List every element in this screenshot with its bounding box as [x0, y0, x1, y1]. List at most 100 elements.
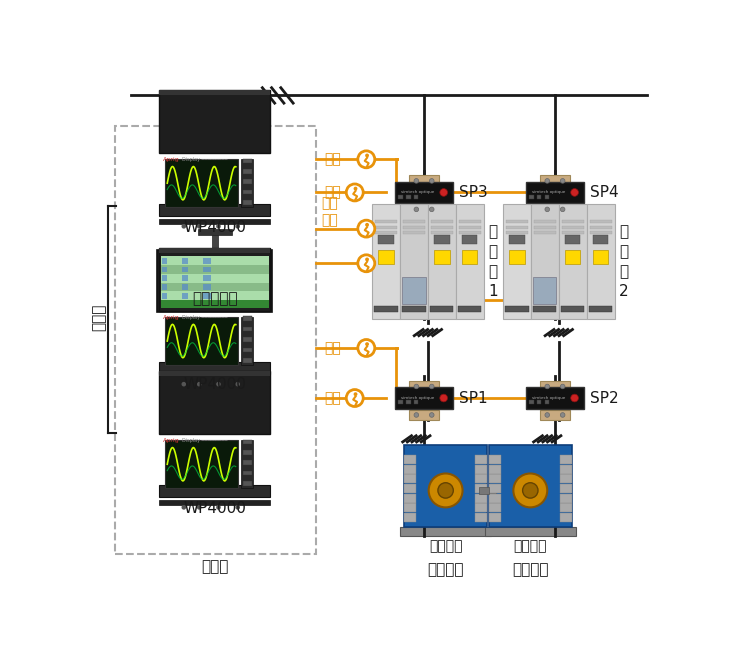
- Bar: [590, 231, 612, 234]
- Circle shape: [429, 179, 434, 183]
- Bar: [375, 220, 397, 223]
- Bar: [534, 220, 555, 223]
- Circle shape: [197, 224, 201, 229]
- Bar: [159, 90, 270, 95]
- Text: 进线: 进线: [165, 89, 187, 107]
- Bar: [372, 204, 400, 320]
- Bar: [160, 274, 268, 283]
- Bar: [404, 513, 416, 522]
- Text: 陪试电机: 陪试电机: [512, 562, 548, 577]
- Bar: [404, 484, 416, 493]
- Bar: [537, 400, 542, 404]
- Bar: [475, 484, 487, 493]
- Bar: [410, 175, 439, 186]
- Bar: [488, 504, 501, 512]
- Bar: [562, 226, 584, 229]
- Circle shape: [235, 224, 240, 229]
- Bar: [243, 450, 252, 455]
- Circle shape: [197, 382, 201, 387]
- Bar: [400, 204, 428, 320]
- Text: SP4: SP4: [590, 185, 619, 200]
- Bar: [406, 400, 410, 404]
- Text: WP4000: WP4000: [183, 501, 246, 515]
- Bar: [243, 190, 252, 194]
- Bar: [159, 204, 270, 216]
- Text: SP1: SP1: [459, 390, 488, 405]
- Bar: [480, 487, 488, 494]
- Bar: [590, 220, 612, 223]
- Bar: [458, 305, 481, 312]
- Circle shape: [561, 179, 565, 183]
- Bar: [533, 305, 556, 312]
- Bar: [510, 250, 525, 264]
- Text: 光纤: 光纤: [324, 152, 341, 166]
- Circle shape: [354, 392, 357, 396]
- Circle shape: [354, 186, 357, 190]
- Bar: [533, 277, 556, 304]
- Bar: [243, 337, 252, 342]
- Circle shape: [438, 483, 453, 498]
- Text: 局域网: 局域网: [92, 303, 106, 331]
- Bar: [526, 387, 584, 409]
- Bar: [241, 440, 254, 488]
- Text: 操作计算机: 操作计算机: [192, 291, 238, 306]
- Bar: [545, 400, 549, 404]
- Bar: [456, 204, 484, 320]
- Bar: [404, 465, 416, 473]
- Bar: [241, 317, 254, 365]
- Bar: [459, 220, 480, 223]
- Bar: [403, 231, 425, 234]
- Bar: [590, 226, 612, 229]
- Text: 光纤: 光纤: [324, 391, 341, 405]
- Bar: [540, 175, 569, 186]
- Bar: [378, 235, 394, 244]
- Circle shape: [358, 255, 375, 272]
- Text: 试验台: 试验台: [202, 559, 229, 574]
- Circle shape: [414, 207, 418, 212]
- Circle shape: [545, 413, 550, 417]
- Bar: [560, 484, 572, 493]
- Bar: [540, 409, 569, 421]
- Bar: [159, 219, 270, 224]
- Bar: [565, 235, 580, 244]
- Circle shape: [429, 473, 462, 508]
- Bar: [198, 229, 232, 235]
- Text: 光纤: 光纤: [324, 341, 341, 355]
- Circle shape: [414, 179, 418, 183]
- Bar: [531, 204, 559, 320]
- Bar: [159, 371, 270, 375]
- Circle shape: [561, 413, 565, 417]
- Bar: [160, 292, 268, 300]
- Bar: [431, 231, 453, 234]
- Circle shape: [429, 413, 434, 417]
- Text: Aprig: Aprig: [163, 438, 180, 443]
- Bar: [378, 250, 394, 264]
- Circle shape: [365, 154, 369, 158]
- Bar: [560, 474, 572, 483]
- Bar: [203, 293, 211, 299]
- Bar: [163, 267, 167, 272]
- Bar: [506, 226, 528, 229]
- Bar: [243, 460, 252, 465]
- Bar: [462, 250, 477, 264]
- Bar: [540, 204, 569, 215]
- Bar: [182, 275, 188, 281]
- Bar: [403, 220, 425, 223]
- Bar: [160, 256, 268, 265]
- Text: simtech optique: simtech optique: [532, 396, 566, 400]
- Circle shape: [358, 220, 375, 237]
- Bar: [243, 200, 252, 205]
- Bar: [565, 250, 580, 264]
- Bar: [243, 471, 252, 475]
- Bar: [462, 235, 477, 244]
- Bar: [562, 231, 584, 234]
- Bar: [159, 362, 270, 374]
- Bar: [506, 220, 528, 223]
- Bar: [434, 235, 450, 244]
- Bar: [413, 195, 418, 199]
- Circle shape: [414, 384, 418, 388]
- Text: Aprig: Aprig: [163, 315, 180, 320]
- Bar: [243, 327, 252, 332]
- Bar: [410, 204, 439, 215]
- Bar: [404, 494, 416, 503]
